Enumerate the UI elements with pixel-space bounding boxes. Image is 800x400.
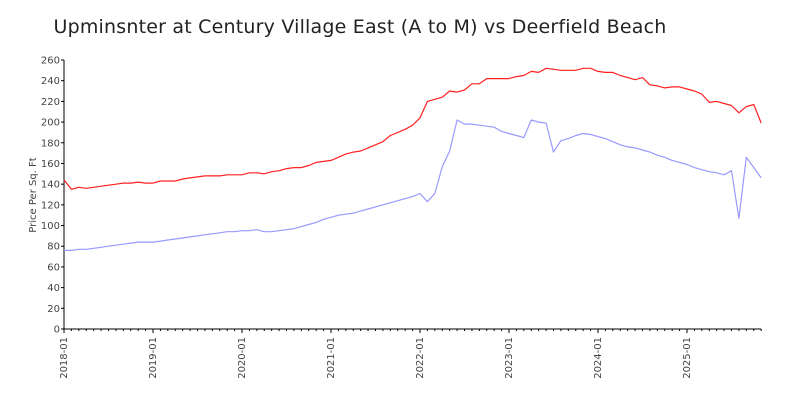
chart-title: Upminsnter at Century Village East (A to… [53, 16, 667, 38]
y-tick-label: 40 [47, 283, 60, 294]
y-tick-label: 240 [41, 76, 60, 87]
y-tick-label: 140 [41, 180, 60, 191]
x-tick-label: 2025-01 [682, 337, 693, 379]
x-tick-label: 2024-01 [593, 337, 604, 379]
y-tick-label: 20 [47, 304, 60, 315]
y-tick-label: 80 [47, 242, 60, 253]
x-tick-label: 2023-01 [504, 337, 515, 379]
y-tick-label: 180 [41, 138, 60, 149]
y-tick-label: 0 [54, 325, 60, 336]
x-tick-label: 2018-01 [59, 337, 70, 379]
axes: 0 20 40 60 80 100 120 140 160 180 200 220 240 260 2018… [41, 56, 762, 379]
x-tick-label: 2020-01 [237, 337, 248, 379]
series-lines [63, 67, 762, 251]
x-tick-label: 2021-01 [326, 337, 337, 379]
red-series-line [63, 67, 762, 190]
y-axis-label: Price Per Sq. Ft [28, 157, 39, 232]
y-tick-label: 120 [41, 200, 60, 211]
y-tick-label: 60 [47, 262, 60, 273]
x-tick-label: 2022-01 [415, 337, 426, 379]
y-tick-label: 100 [41, 221, 60, 232]
y-tick-label: 160 [41, 159, 60, 170]
y-tick-label: 260 [41, 56, 60, 67]
x-tick-label: 2019-01 [148, 337, 159, 379]
blue-series-line [64, 119, 762, 251]
y-tick-label: 200 [41, 118, 60, 129]
y-tick-label: 220 [41, 97, 60, 108]
